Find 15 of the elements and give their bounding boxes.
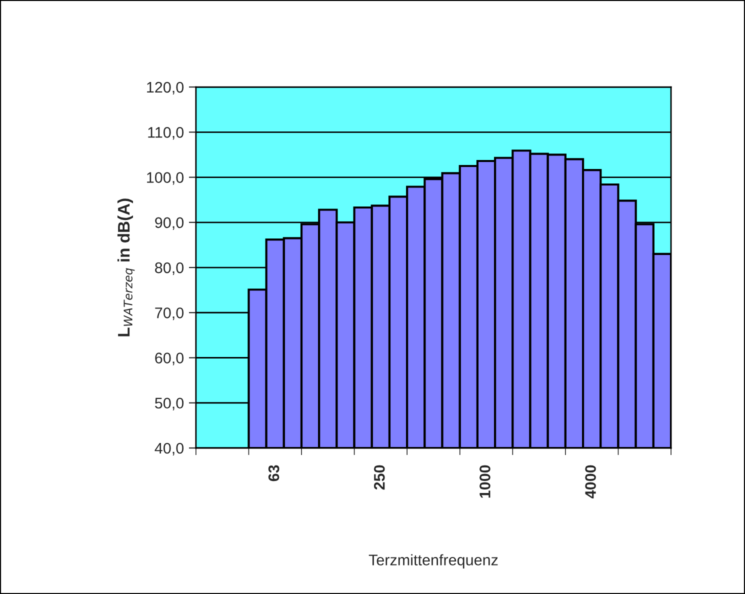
y-tick-label: 80,0 <box>155 262 184 275</box>
x-tick-label: 4000 <box>585 465 596 498</box>
y-axis-title: L$_{WATerzeq}$ in dB(A) <box>117 198 135 336</box>
y-tick-label: 40,0 <box>154 442 184 456</box>
x-axis-title: Terzmittenfrequenz <box>368 554 498 568</box>
y-tick-label: 70,0 <box>155 307 184 320</box>
y-tick-label: 60,0 <box>155 352 184 366</box>
y-tick-label: 100,0 <box>147 172 184 185</box>
y-tick-label: 110,0 <box>148 127 184 140</box>
x-tick-label: 63 <box>268 465 280 482</box>
y-tick-label: 50,0 <box>155 398 184 410</box>
y-tick-label: 120,0 <box>147 82 184 95</box>
x-tick-label: 1000 <box>480 465 490 498</box>
x-tick-label: 250 <box>374 465 385 490</box>
y-tick-label: 90,0 <box>155 217 184 230</box>
